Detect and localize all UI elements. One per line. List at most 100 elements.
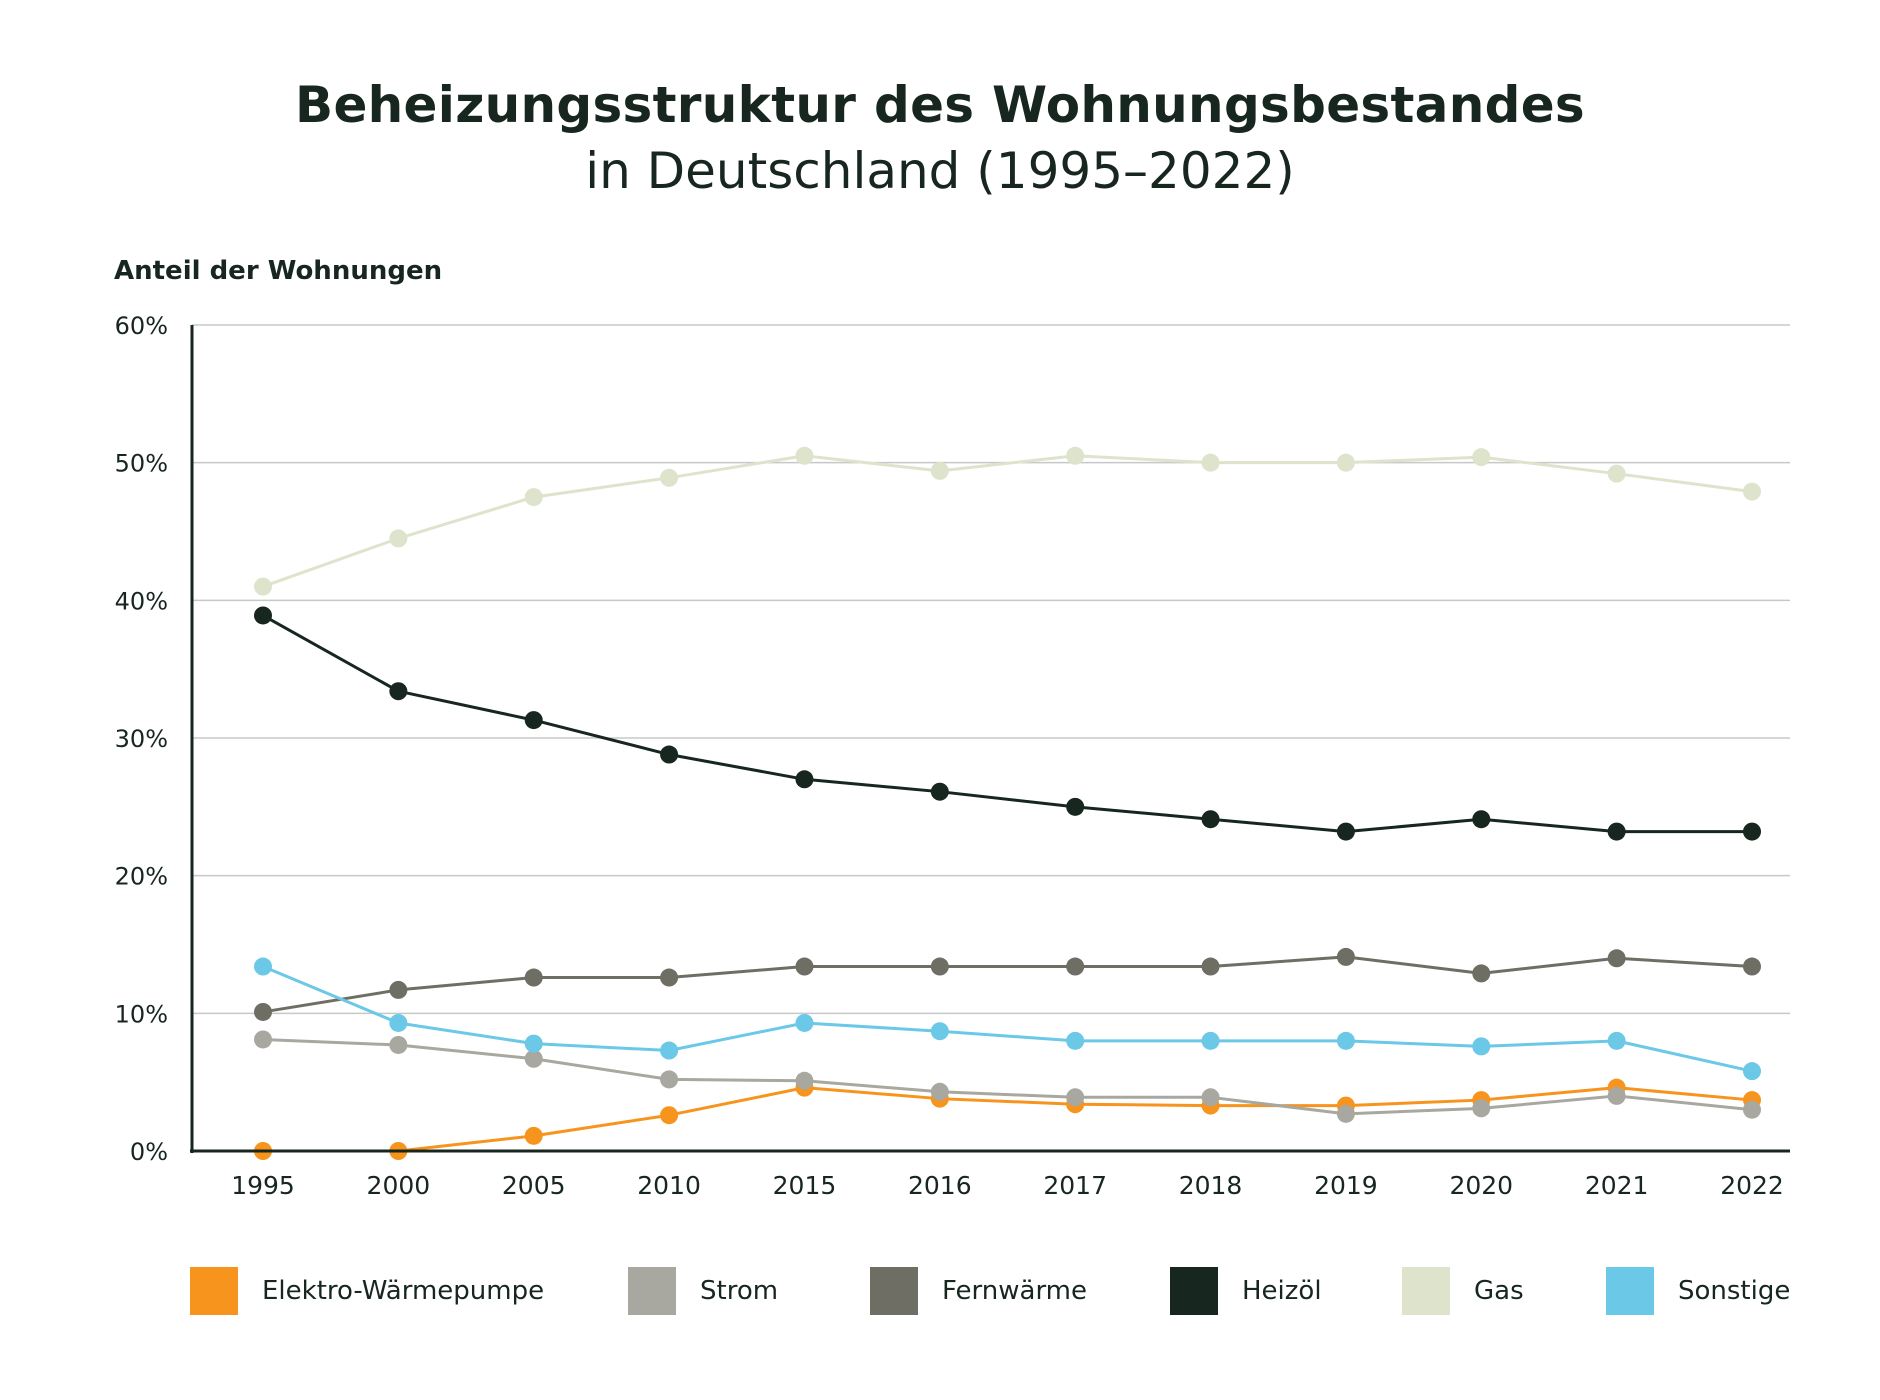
legend-item: Sonstige bbox=[1606, 1266, 1790, 1316]
x-tick-label: 2019 bbox=[1314, 1171, 1378, 1200]
legend-swatch bbox=[628, 1267, 676, 1315]
y-tick-label: 40% bbox=[115, 587, 168, 615]
series-line bbox=[262, 955, 1753, 1014]
series-points bbox=[254, 446, 1761, 1160]
legend: Elektro-Wärmepumpe Strom Fernwärme Heizöl Ga… bbox=[0, 1266, 1880, 1326]
series-line bbox=[262, 614, 1752, 834]
data-point bbox=[660, 1070, 679, 1089]
series-line bbox=[262, 1037, 1753, 1116]
legend-item: Gas bbox=[1402, 1266, 1524, 1316]
series-line bbox=[262, 454, 1753, 588]
x-tick-label: 2015 bbox=[773, 1171, 837, 1200]
y-tick-label: 30% bbox=[115, 725, 168, 753]
x-tick-label: 2010 bbox=[637, 1171, 701, 1200]
data-point bbox=[795, 957, 814, 976]
legend-label: Heizöl bbox=[1242, 1276, 1322, 1306]
data-point bbox=[1336, 1031, 1355, 1050]
series-line bbox=[262, 965, 1753, 1073]
data-point bbox=[1201, 957, 1220, 976]
data-point bbox=[1743, 957, 1761, 976]
data-point bbox=[1201, 1088, 1220, 1107]
series-line bbox=[263, 1086, 1753, 1153]
data-point bbox=[1472, 810, 1491, 829]
data-point bbox=[524, 1034, 543, 1053]
data-point bbox=[254, 606, 272, 625]
data-point bbox=[930, 782, 949, 801]
y-tick-label: 0% bbox=[130, 1138, 168, 1166]
data-point bbox=[930, 1082, 949, 1101]
title-block: Beheizungsstruktur des Wohnungsbestandes… bbox=[0, 76, 1880, 200]
chart-subtitle: in Deutschland (1995–2022) bbox=[585, 142, 1295, 200]
data-point bbox=[1066, 446, 1085, 465]
legend-item: Strom bbox=[628, 1266, 778, 1316]
grid-lines bbox=[192, 324, 1790, 1015]
x-tick-label: 2016 bbox=[908, 1171, 972, 1200]
data-point bbox=[1607, 1031, 1626, 1050]
y-tick-label: 20% bbox=[115, 863, 168, 891]
data-point bbox=[524, 968, 543, 987]
data-point bbox=[254, 1030, 272, 1049]
y-tick-label: 10% bbox=[115, 1000, 168, 1028]
legend-label: Fernwärme bbox=[942, 1276, 1087, 1306]
y-tick-label: 50% bbox=[115, 450, 168, 478]
series-lines bbox=[262, 454, 1753, 1153]
x-tick-labels: 1995 2000 2005 2010 2015 2016 2017 2018 2019 2020… bbox=[231, 1171, 1784, 1200]
x-tick-label: 2022 bbox=[1720, 1171, 1784, 1200]
legend-swatch bbox=[1402, 1267, 1450, 1315]
data-point bbox=[795, 446, 814, 465]
data-point bbox=[660, 1106, 679, 1125]
data-point bbox=[1066, 1088, 1085, 1107]
y-tick-labels: 0% 10% 20% 30% 40% 50% 60% bbox=[115, 312, 168, 1166]
legend-item: Heizöl bbox=[1170, 1266, 1322, 1316]
data-point bbox=[660, 745, 679, 764]
data-point bbox=[1336, 453, 1355, 472]
x-tick-label: 2005 bbox=[502, 1171, 566, 1200]
data-point bbox=[660, 468, 679, 487]
x-tick-label: 2021 bbox=[1585, 1171, 1649, 1200]
y-tick-label: 60% bbox=[115, 312, 168, 340]
data-point bbox=[1472, 964, 1491, 983]
data-point bbox=[254, 1002, 272, 1021]
data-point bbox=[1472, 448, 1491, 467]
legend-label: Gas bbox=[1474, 1276, 1524, 1306]
data-point bbox=[389, 980, 408, 999]
x-tick-label: 2020 bbox=[1449, 1171, 1513, 1200]
data-point bbox=[1201, 810, 1220, 829]
data-point bbox=[1336, 822, 1355, 841]
legend-item: Elektro-Wärmepumpe bbox=[190, 1266, 544, 1316]
data-point bbox=[524, 1049, 543, 1068]
legend-label: Sonstige bbox=[1678, 1276, 1791, 1306]
axes bbox=[190, 325, 1790, 1153]
data-point bbox=[524, 1126, 543, 1145]
data-point bbox=[795, 1071, 814, 1090]
y-axis-label: Anteil der Wohnungen bbox=[114, 256, 443, 286]
data-point bbox=[1607, 949, 1626, 968]
data-point bbox=[254, 957, 272, 976]
data-point bbox=[1336, 947, 1355, 966]
data-point bbox=[1607, 822, 1626, 841]
data-point bbox=[1336, 1104, 1355, 1123]
data-point bbox=[795, 770, 814, 789]
data-point bbox=[1472, 1099, 1491, 1118]
legend-swatch bbox=[190, 1267, 238, 1315]
data-point bbox=[1743, 1062, 1761, 1081]
data-point bbox=[1066, 1031, 1085, 1050]
data-point bbox=[1066, 957, 1085, 976]
data-point bbox=[1607, 1086, 1626, 1105]
legend-item: Fernwärme bbox=[870, 1266, 1087, 1316]
data-point bbox=[389, 529, 408, 548]
data-point bbox=[389, 1035, 408, 1054]
data-point bbox=[1607, 464, 1626, 483]
data-point bbox=[660, 1041, 679, 1060]
data-point bbox=[1066, 797, 1085, 816]
legend-label: Strom bbox=[700, 1276, 779, 1306]
chart-title: Beheizungsstruktur des Wohnungsbestandes bbox=[295, 76, 1585, 134]
data-point bbox=[795, 1013, 814, 1032]
data-point bbox=[389, 1013, 408, 1032]
x-tick-label: 2017 bbox=[1043, 1171, 1107, 1200]
data-point bbox=[660, 968, 679, 987]
legend-swatch bbox=[1170, 1267, 1218, 1315]
data-point bbox=[1743, 822, 1761, 841]
data-point bbox=[254, 577, 272, 596]
